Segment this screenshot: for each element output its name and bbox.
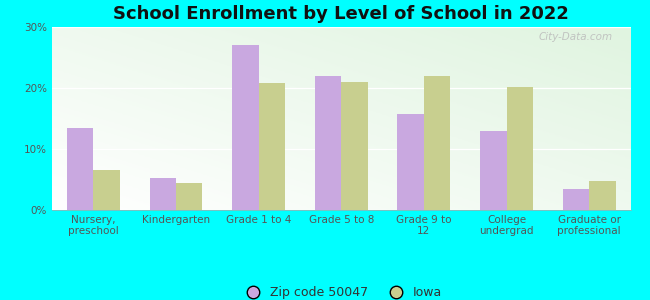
Bar [67, 128, 94, 210]
Bar [424, 76, 450, 210]
Bar [506, 87, 533, 210]
Bar [563, 189, 589, 210]
Title: School Enrollment by Level of School in 2022: School Enrollment by Level of School in … [113, 5, 569, 23]
Text: City-Data.com: City-Data.com [539, 32, 613, 43]
Bar [176, 182, 202, 210]
Bar [589, 181, 616, 210]
Bar [397, 114, 424, 210]
Bar [259, 83, 285, 210]
Bar [480, 131, 506, 210]
Bar [341, 82, 368, 210]
Bar [94, 170, 120, 210]
Legend: Zip code 50047, Iowa: Zip code 50047, Iowa [235, 281, 447, 300]
Bar [232, 45, 259, 210]
Bar [150, 178, 176, 210]
Bar [315, 76, 341, 210]
